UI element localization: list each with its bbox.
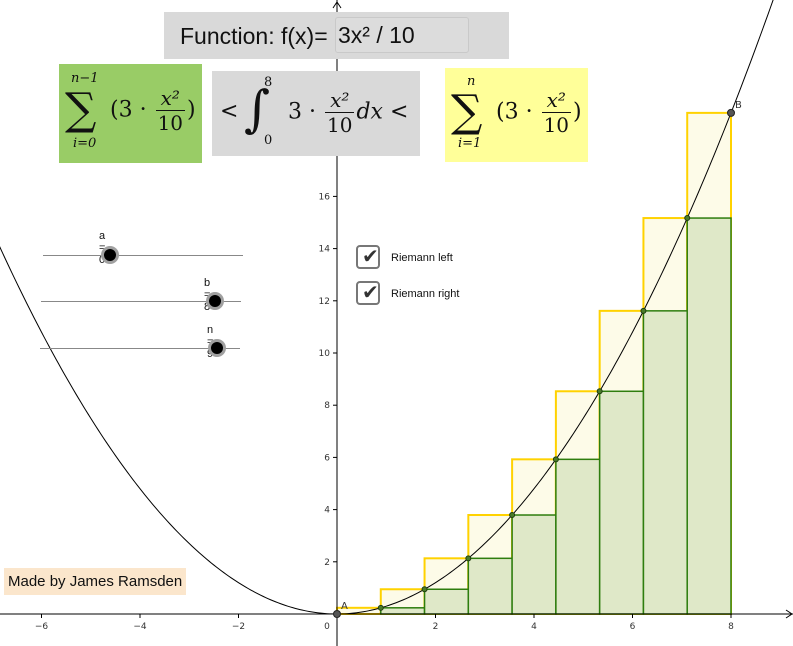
riemann-left-rect <box>467 557 513 615</box>
sample-point <box>640 307 647 314</box>
left-sum-formula: n−1 ∑ i=0 (3 · x² 10) <box>59 64 202 163</box>
y-tick-label: 10 <box>319 349 331 359</box>
x-tick-label: 4 <box>531 622 537 632</box>
slider-b-label: b = 8 <box>204 277 211 313</box>
point-b-label: B <box>735 100 742 111</box>
riemann-left-rect <box>598 390 645 615</box>
integral-term: 3 · x² 10 dx < <box>288 88 409 137</box>
sample-point <box>377 604 384 611</box>
function-label: Function: f(x)= <box>180 23 328 49</box>
slider-a-knob[interactable] <box>104 249 116 261</box>
x-tick-label: −2 <box>232 622 245 632</box>
riemann-right-checkbox[interactable]: ✔ <box>356 281 380 305</box>
y-axis-arrow <box>332 1 342 9</box>
y-tick-label: 6 <box>324 453 330 463</box>
riemann-left-checkbox[interactable]: ✔ <box>356 245 380 269</box>
riemann-left-rect <box>555 458 601 615</box>
x-tick-label: −4 <box>133 622 147 632</box>
point-b <box>727 108 735 117</box>
riemann-left-rectangles <box>380 217 732 615</box>
riemann-left-rect <box>686 217 732 615</box>
sample-points: AB <box>333 100 742 618</box>
integral-formula: < 8 ∫ 0 3 · x² 10 dx < <box>212 71 420 156</box>
x-tick-label: 8 <box>728 622 734 632</box>
sigma-symbol: ∑ <box>65 84 97 135</box>
sample-point <box>596 388 603 395</box>
sample-point <box>509 512 516 519</box>
y-tick-label: 2 <box>324 558 330 568</box>
right-sum-upper-limit: n <box>467 74 476 89</box>
riemann-right-label: Riemann right <box>391 288 460 300</box>
y-tick-label: 16 <box>319 192 331 202</box>
right-sum-lower-limit: i=1 <box>458 136 482 151</box>
y-tick-label: 8 <box>324 401 330 411</box>
checkmark-icon: ✔ <box>362 282 379 304</box>
left-sum-upper-limit: n−1 <box>71 71 99 86</box>
slider-b-knob[interactable] <box>209 295 221 307</box>
riemann-left-label: Riemann left <box>391 252 453 264</box>
sample-point <box>684 215 691 222</box>
slider-n-label: n = 9 <box>207 324 214 360</box>
checkmark-icon: ✔ <box>362 246 379 268</box>
slider-n-track[interactable] <box>40 348 240 349</box>
point-a-label: A <box>341 601 348 612</box>
function-input[interactable]: 3x² / 10 <box>335 17 469 53</box>
riemann-left-rect <box>511 514 557 615</box>
function-curve <box>0 0 774 615</box>
function-bar: Function: f(x)= 3x² / 10 <box>164 12 509 59</box>
left-sum-term: (3 · x² 10) <box>110 86 196 135</box>
y-tick-label: 12 <box>319 297 330 307</box>
riemann-left-rect <box>642 310 688 615</box>
sample-point <box>552 456 559 463</box>
riemann-left-rect <box>380 607 426 615</box>
author-credit: Made by James Ramsden <box>4 568 187 595</box>
x-tick-label: 2 <box>433 622 439 632</box>
x-tick-label: −6 <box>35 622 49 632</box>
sample-point <box>421 586 428 593</box>
less-than-1: < <box>220 99 239 124</box>
right-sum-formula: n ∑ i=1 (3 · x² 10) <box>445 68 588 162</box>
x-tick-label: 0 <box>324 622 330 632</box>
sigma-symbol: ∑ <box>451 86 483 137</box>
riemann-left-rect <box>423 588 470 615</box>
axis-ticks: −6 −4 −2 0 2 4 6 8 2 4 6 8 10 12 14 16 <box>35 192 734 632</box>
left-sum-lower-limit: i=0 <box>73 136 97 151</box>
y-tick-label: 4 <box>324 506 330 516</box>
integral-symbol: ∫ <box>244 80 271 138</box>
right-sum-term: (3 · x² 10) <box>496 88 582 137</box>
x-axis-arrow <box>785 609 793 619</box>
slider-a-label: a = 0 <box>99 230 106 266</box>
x-tick-label: 6 <box>630 622 636 632</box>
sample-point <box>465 555 472 562</box>
integral-upper-limit: 8 <box>264 75 273 90</box>
point-a <box>333 610 341 618</box>
slider-b-track[interactable] <box>41 301 241 302</box>
parabola-curve <box>0 0 774 615</box>
integral-lower-limit: 0 <box>264 133 273 148</box>
y-tick-label: 14 <box>319 245 331 255</box>
slider-a-track[interactable] <box>43 255 243 256</box>
slider-n-knob[interactable] <box>211 342 223 354</box>
